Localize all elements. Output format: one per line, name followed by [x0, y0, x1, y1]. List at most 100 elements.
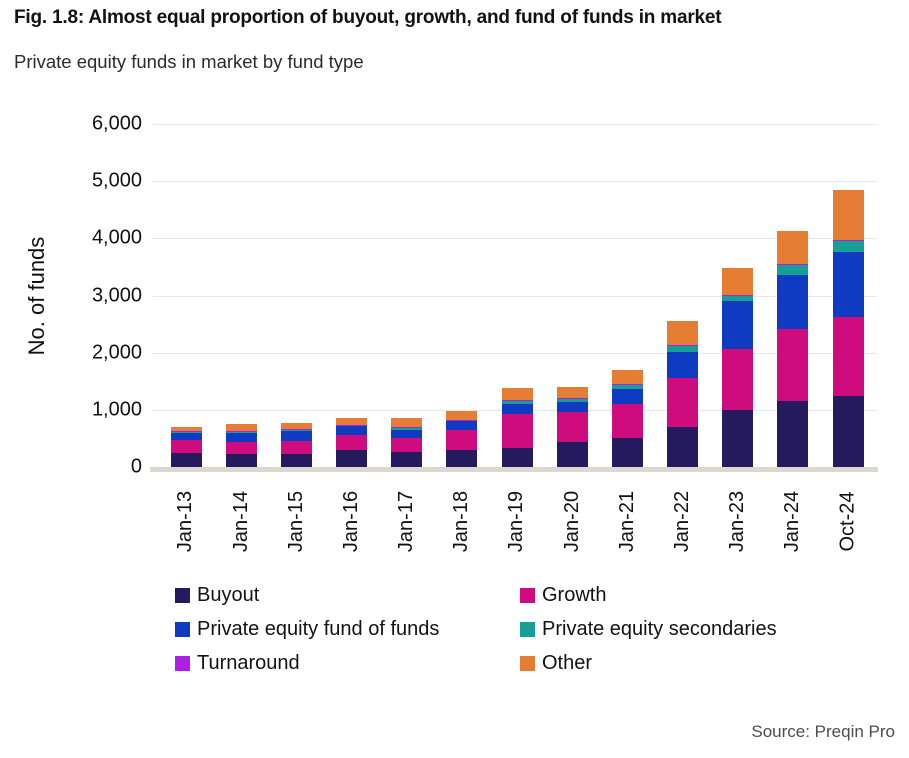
bar-segment-buyout — [832, 395, 864, 467]
legend-label: Growth — [542, 584, 607, 606]
bar-segment-growth — [391, 438, 423, 453]
bar-segment-private-equity-secondaries — [667, 345, 698, 352]
bar-segment-private-equity-secondaries — [832, 240, 864, 253]
bar-segment-buyout — [280, 453, 312, 467]
y-axis-tick-label: 5,000 — [91, 169, 142, 192]
legend-swatch-icon — [520, 588, 535, 603]
bar-segment-other — [667, 321, 698, 346]
bar-segment-private-equity-fund-of-funds — [170, 432, 202, 441]
legend-label: Private equity fund of funds — [197, 618, 440, 640]
bar-segment-growth — [611, 403, 643, 439]
bar-segment-other — [446, 410, 478, 420]
bar-segment-buyout — [446, 450, 478, 467]
bar-segment-growth — [777, 328, 809, 402]
bar-segment-private-equity-fund-of-funds — [556, 401, 588, 412]
legend-swatch-icon — [175, 622, 190, 637]
bar-segment-other — [225, 424, 257, 431]
bar-segment-private-equity-secondaries — [280, 429, 312, 431]
legend-label: Other — [542, 652, 593, 674]
y-axis-tick-label: 1,000 — [91, 398, 142, 421]
bar-segment-other — [777, 231, 809, 265]
bar-segment-private-equity-secondaries — [446, 420, 478, 422]
bar-segment-other — [722, 267, 754, 295]
bar-segment-buyout — [170, 453, 202, 467]
legend-item-other: Other — [520, 652, 777, 675]
bar-segment-buyout — [667, 426, 698, 467]
legend-item-turnaround: Turnaround — [175, 652, 520, 675]
y-axis-tick-label: 4,000 — [91, 226, 142, 249]
figure-subtitle: Private equity funds in market by fund t… — [14, 51, 364, 72]
bar-segment-turnaround — [225, 430, 257, 432]
bar-segment-other — [611, 369, 643, 385]
bar-segment-private-equity-fund-of-funds — [611, 389, 643, 404]
y-axis-tick-label: 2,000 — [91, 341, 142, 364]
bar-segment-growth — [225, 442, 257, 454]
bar-segment-buyout — [556, 442, 588, 467]
legend-item-growth: Growth — [520, 584, 777, 607]
bar-segment-growth — [280, 440, 312, 454]
bar-segment-growth — [336, 434, 367, 450]
bar-segment-private-equity-secondaries — [501, 400, 533, 404]
bar-segment-growth — [832, 316, 864, 396]
bar-segment-turnaround — [501, 399, 533, 401]
bar-segment-private-equity-secondaries — [722, 295, 754, 302]
bar-segment-private-equity-fund-of-funds — [777, 275, 809, 329]
bar-segment-other — [832, 190, 864, 240]
bar-segment-private-equity-secondaries — [611, 384, 643, 390]
bar-segment-private-equity-secondaries — [170, 432, 202, 433]
gridline — [153, 181, 877, 183]
source-credit: Source: Preqin Pro — [751, 722, 895, 741]
bar-segment-private-equity-fund-of-funds — [832, 252, 864, 317]
bar-segment-turnaround — [667, 345, 698, 347]
bar-segment-other — [556, 386, 588, 398]
legend-swatch-icon — [175, 656, 190, 671]
bar-segment-turnaround — [777, 264, 809, 266]
bar-segment-buyout — [336, 449, 367, 467]
bar-segment-private-equity-fund-of-funds — [667, 351, 698, 379]
bar-segment-growth — [170, 440, 202, 454]
bar-segment-private-equity-fund-of-funds — [336, 426, 367, 435]
bar-segment-private-equity-secondaries — [556, 398, 588, 402]
bar-segment-turnaround — [446, 419, 478, 421]
gridline — [153, 352, 877, 354]
gridline — [153, 295, 877, 297]
bar-segment-growth — [501, 413, 533, 449]
bar-segment-growth — [446, 429, 478, 451]
bar-segment-private-equity-fund-of-funds — [446, 421, 478, 430]
y-axis-tick-label: 3,000 — [91, 284, 142, 306]
bar-segment-private-equity-secondaries — [225, 431, 257, 433]
legend-label: Turnaround — [197, 652, 300, 674]
gridline — [153, 238, 877, 240]
y-axis-tick-label: 0 — [130, 455, 142, 478]
bar-segment-turnaround — [391, 427, 423, 429]
bar-segment-turnaround — [336, 424, 367, 426]
bar-segment-buyout — [777, 401, 809, 467]
bar-segment-buyout — [611, 438, 643, 467]
bar-segment-turnaround — [170, 430, 202, 433]
legend-item-private-equity-secondaries: Private equity secondaries — [520, 618, 777, 641]
y-axis-title: No. of funds — [24, 236, 49, 356]
bar-segment-growth — [667, 378, 698, 427]
bar-segment-buyout — [722, 410, 754, 467]
bar-segment-growth — [722, 348, 754, 411]
legend-label: Buyout — [197, 584, 260, 606]
bar-segment-private-equity-secondaries — [336, 425, 367, 427]
bar-segment-turnaround — [280, 429, 312, 431]
bar-segment-private-equity-fund-of-funds — [391, 430, 423, 439]
bar-segment-private-equity-fund-of-funds — [280, 430, 312, 441]
legend-item-buyout: Buyout — [175, 584, 520, 607]
figure-title: Fig. 1.8: Almost equal proportion of buy… — [14, 7, 722, 28]
bar-segment-other — [280, 422, 312, 430]
bar-segment-buyout — [391, 452, 423, 467]
bar-segment-private-equity-secondaries — [777, 264, 809, 276]
x-axis-tick-label: Oct-24 — [836, 490, 859, 552]
bar-segment-private-equity-secondaries — [391, 427, 423, 431]
bar-segment-buyout — [225, 453, 257, 467]
bar-segment-buyout — [501, 448, 533, 467]
legend-swatch-icon — [175, 588, 190, 603]
legend-label: Private equity secondaries — [542, 618, 777, 640]
chart-legend: Buyout Growth Private equity fund of funds… — [175, 584, 777, 675]
legend-swatch-icon — [520, 656, 535, 671]
x-axis-line — [150, 467, 878, 472]
